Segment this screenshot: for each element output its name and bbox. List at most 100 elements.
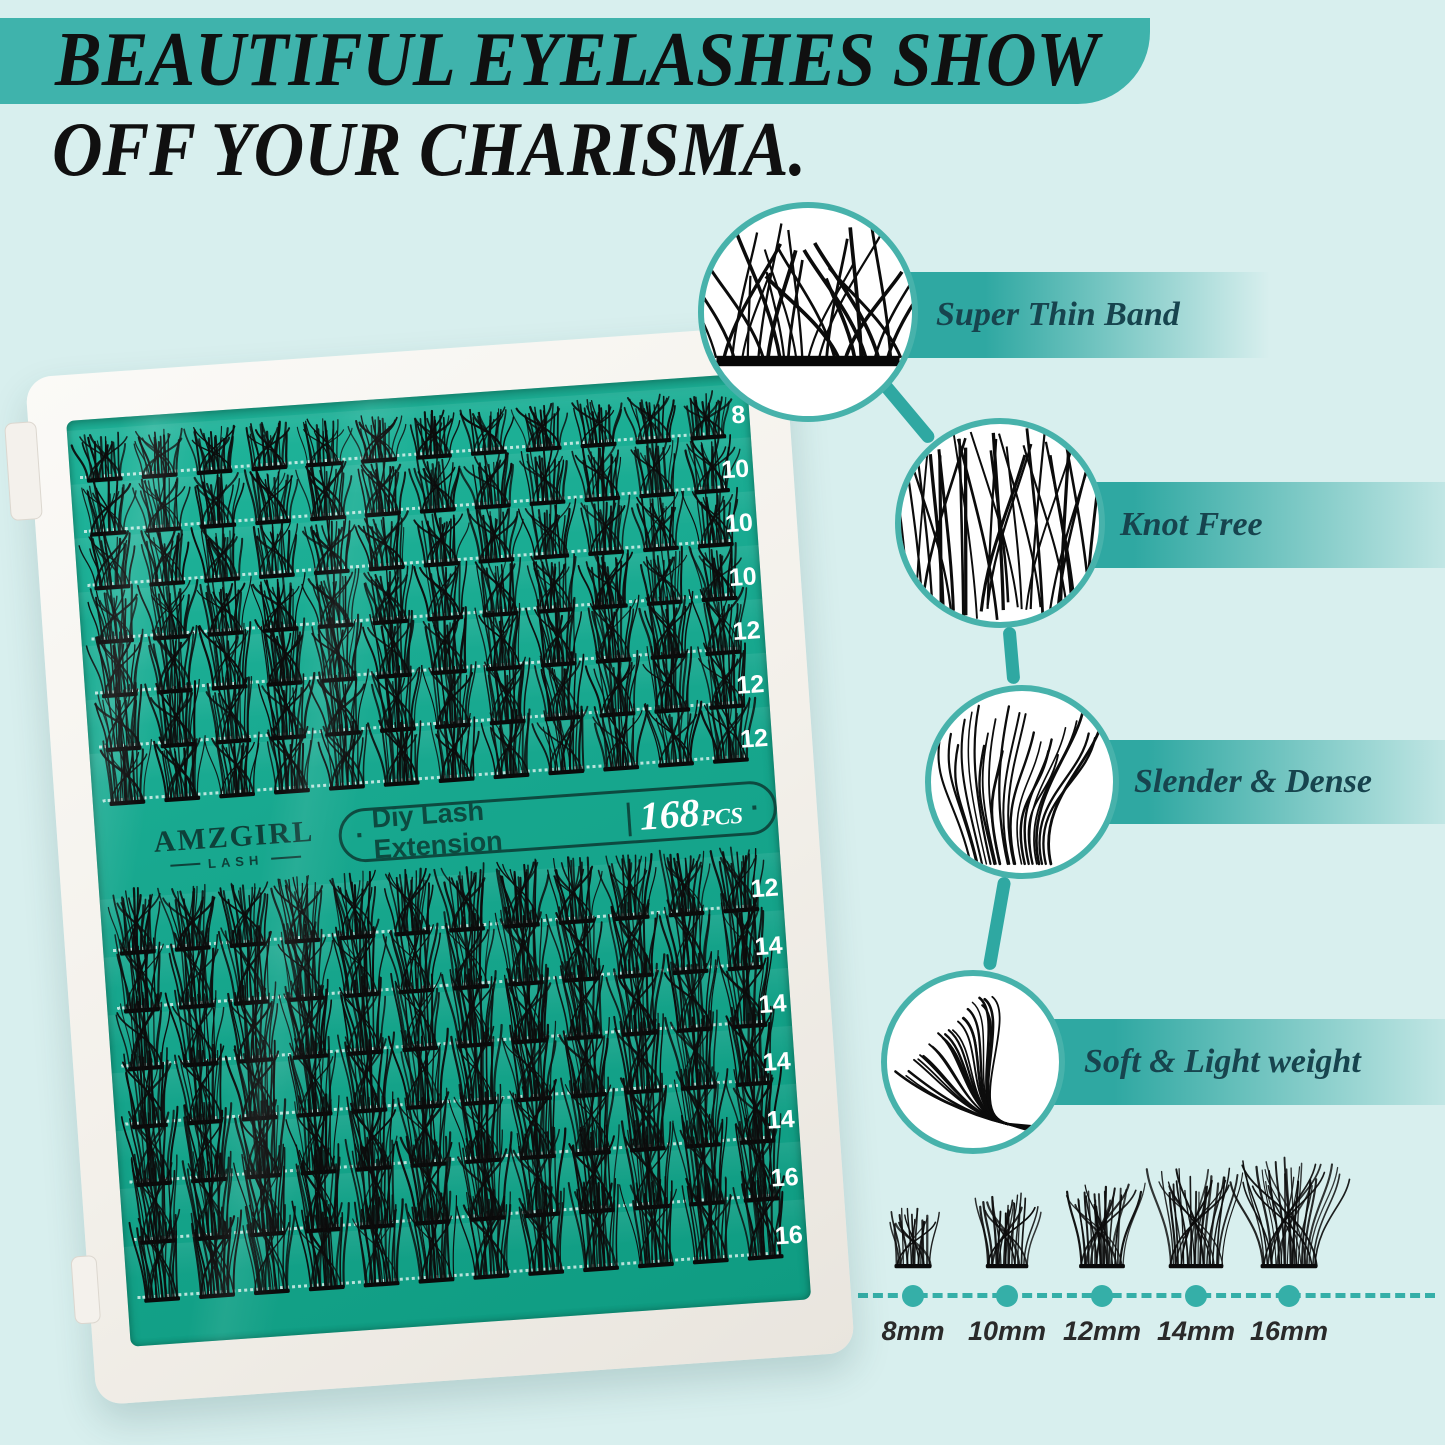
headline-line2: OFF YOUR CHARISMA.	[52, 108, 807, 193]
feature-label: Slender & Dense	[1134, 763, 1372, 800]
lash-cluster-icon	[326, 868, 384, 942]
lash-cluster-icon	[440, 964, 502, 1049]
lash-cluster-icon	[190, 521, 249, 585]
lash-cluster-icon	[217, 922, 279, 1007]
lash-cluster-icon	[349, 1191, 408, 1288]
lash-cluster-icon	[517, 444, 574, 508]
case-zipper-pull	[70, 1254, 102, 1325]
lash-cluster-icon	[458, 448, 519, 512]
lash-cluster-icon	[308, 611, 366, 685]
row-size-label: 10	[727, 562, 758, 593]
headline-line1: BEAUTIFUL EYELASHES SHOW	[55, 18, 1099, 103]
lash-cluster-icon	[188, 467, 245, 531]
row-size-label: 14	[753, 931, 784, 962]
product-count-unit: PCS	[699, 802, 744, 831]
lash-cluster-icon	[619, 1172, 682, 1269]
size-cluster-icon	[883, 1207, 943, 1269]
lash-cluster-icon	[183, 423, 241, 477]
lash-cluster-icon	[732, 1165, 792, 1262]
size-cluster-icon	[1145, 1165, 1244, 1269]
lash-cluster-icon	[678, 1168, 737, 1265]
lash-cluster-icon	[366, 715, 429, 789]
lash-cluster-icon	[278, 976, 338, 1061]
lash-cluster-icon	[583, 592, 641, 666]
lash-cluster-icon	[128, 1207, 188, 1304]
lash-cluster-icon	[590, 699, 649, 773]
lash-closeup-photo	[925, 685, 1119, 879]
headline-banner: BEAUTIFUL EYELASHES SHOW	[0, 18, 1150, 104]
lash-cluster-icon	[240, 419, 296, 473]
lash-cluster-icon	[78, 528, 139, 592]
lash-cluster-icon	[498, 960, 557, 1045]
brand-sub-label: LASH	[207, 851, 264, 871]
tray-row: 8	[66, 383, 751, 485]
row-size-label: 12	[731, 616, 762, 646]
lash-cluster-icon	[509, 1122, 568, 1219]
lash-cluster-icon	[283, 1034, 342, 1119]
lash-cluster-icon	[180, 1145, 239, 1242]
row-size-label: 12	[739, 723, 769, 754]
lash-cluster-icon	[682, 432, 741, 496]
size-label: 10mm	[967, 1316, 1047, 1346]
lash-cluster-icon	[301, 567, 362, 631]
lash-cluster-icon	[407, 452, 464, 516]
lash-cluster-icon	[510, 400, 570, 454]
lash-cluster-icon	[243, 463, 300, 527]
tray-row: 10	[70, 434, 755, 539]
lash-cluster-icon	[466, 502, 524, 566]
brand-rule-right	[271, 855, 302, 860]
lash-cluster-icon	[517, 498, 578, 562]
lash-cluster-icon	[382, 910, 443, 995]
lash-cluster-icon	[473, 599, 531, 673]
product-count-number: 168	[637, 789, 701, 839]
row-size-label: 14	[757, 989, 788, 1020]
size-cluster-icon	[1229, 1155, 1351, 1269]
lash-closeup-photo	[698, 202, 918, 422]
lash-cluster-icon	[295, 415, 353, 469]
row-size-label: 16	[769, 1162, 800, 1193]
lash-cluster-icon	[233, 1141, 294, 1238]
lash-cluster-icon	[301, 513, 358, 577]
lash-cluster-icon	[447, 1022, 506, 1107]
lash-cluster-icon	[564, 1118, 623, 1215]
lash-closeup-photo	[895, 418, 1105, 628]
connector-line	[1002, 626, 1021, 685]
tray-row: 16	[123, 1170, 809, 1305]
lash-cluster-icon	[261, 722, 319, 796]
row-size-label: 12	[735, 669, 766, 700]
lash-cluster-icon	[93, 680, 151, 754]
lash-cluster-icon	[110, 929, 169, 1014]
size-label: 8mm	[881, 1316, 945, 1346]
row-size-label: 10	[724, 508, 754, 539]
lash-cluster-icon	[569, 396, 625, 450]
lash-cluster-icon	[360, 563, 417, 627]
lash-cluster-icon	[131, 471, 191, 535]
lash-cluster-icon	[722, 1003, 781, 1088]
row-size-label: 10	[720, 454, 751, 485]
lash-cluster-icon	[137, 579, 199, 643]
lash-cluster-icon	[411, 505, 470, 569]
lash-cluster-icon	[137, 525, 194, 589]
size-axis-dashed-line	[858, 1293, 1435, 1298]
lash-cluster-icon	[425, 711, 483, 785]
lash-cluster-icon	[577, 548, 636, 612]
lash-cluster-icon	[195, 575, 252, 639]
lash-cluster-icon	[700, 692, 758, 766]
lash-cluster-icon	[118, 1045, 177, 1130]
row-size-label: 14	[765, 1104, 796, 1135]
case-hinge-tab	[4, 421, 43, 522]
lash-cluster-icon	[597, 849, 659, 923]
lash-cluster-icon	[86, 582, 143, 646]
lash-cluster-icon	[85, 626, 147, 700]
size-dot	[996, 1285, 1018, 1307]
lash-cluster-icon	[347, 412, 407, 466]
lash-cluster-icon	[354, 509, 413, 573]
lash-cluster-icon	[70, 431, 131, 485]
connector-line	[982, 876, 1012, 971]
lash-cluster-icon	[623, 392, 680, 446]
size-dot	[902, 1285, 924, 1307]
lash-cluster-icon	[480, 707, 538, 781]
lash-cluster-icon	[362, 607, 421, 681]
lash-cluster-icon	[239, 1199, 298, 1296]
